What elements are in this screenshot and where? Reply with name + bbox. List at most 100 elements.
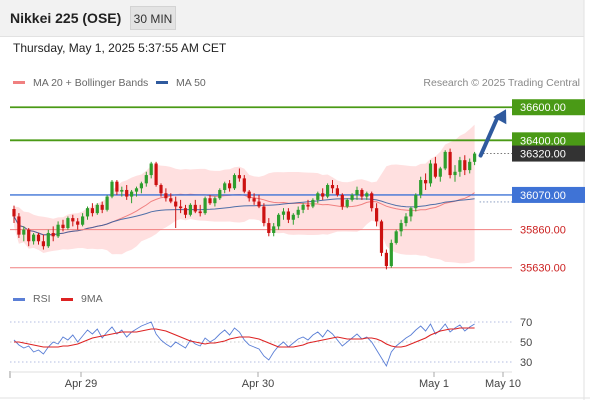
candle-body xyxy=(213,198,217,204)
level-label: 36320.00 xyxy=(520,149,566,161)
level-label: 36400.00 xyxy=(520,135,566,147)
level-label-box xyxy=(512,186,585,203)
candle-body xyxy=(419,180,423,195)
forecast-arrow-head xyxy=(493,109,507,125)
level-label-box xyxy=(512,145,585,162)
candle-body xyxy=(345,199,349,207)
legend-swatch xyxy=(13,81,25,84)
candle-body xyxy=(326,185,330,197)
legend-label: MA 50 xyxy=(176,77,206,89)
candle-body xyxy=(286,211,290,220)
candle-body xyxy=(379,221,384,253)
candle-body xyxy=(306,204,310,207)
candle-body xyxy=(110,181,114,197)
candle-body xyxy=(370,193,374,209)
candle-body xyxy=(85,208,90,217)
candle-body xyxy=(375,208,379,222)
candle-body xyxy=(56,224,60,237)
candle-body xyxy=(12,208,16,217)
candle-body xyxy=(71,218,75,222)
candle-body xyxy=(41,241,45,247)
candle-body xyxy=(340,194,344,207)
candle-body xyxy=(159,185,163,194)
rsi-legend-label: 9MA xyxy=(81,293,103,305)
legend-swatch xyxy=(156,81,168,84)
x-tick-label: May 10 xyxy=(485,378,521,390)
candle-body xyxy=(115,181,119,192)
candle-body xyxy=(32,234,36,242)
x-tick-label: Apr 30 xyxy=(242,378,274,390)
candle-body xyxy=(438,168,442,177)
ma50-line xyxy=(13,198,475,236)
candle-body xyxy=(291,214,295,220)
candle-body xyxy=(193,204,197,212)
candle-body xyxy=(384,252,388,267)
candle-body xyxy=(154,163,158,185)
candle-body xyxy=(27,229,31,242)
candle-body xyxy=(22,229,26,235)
x-tick-label: May 1 xyxy=(419,378,449,390)
candle-body xyxy=(252,198,256,202)
candle-body xyxy=(409,208,413,217)
candle-body xyxy=(473,153,477,162)
legend-label: MA 20 + Bollinger Bands xyxy=(33,77,148,89)
candle-body xyxy=(316,193,320,200)
rsi-line xyxy=(13,321,475,368)
timestamp: Thursday, May 1, 2025 5:37:55 AM CET xyxy=(13,41,227,55)
level-label: 36070.00 xyxy=(520,190,566,202)
candle-body xyxy=(399,223,403,232)
credit-text: Research © 2025 Trading Central xyxy=(423,77,580,89)
candle-body xyxy=(247,191,251,199)
candle-body xyxy=(218,189,222,199)
candle-body xyxy=(296,209,300,215)
rsi-tick-label: 70 xyxy=(520,317,532,329)
candle-body xyxy=(424,180,428,184)
candle-body xyxy=(46,232,50,247)
candle-body xyxy=(130,191,134,197)
candle-body xyxy=(36,234,41,242)
level-label: 35860.00 xyxy=(520,225,566,237)
candle-body xyxy=(179,206,183,209)
candle-body xyxy=(125,189,129,197)
candle-body xyxy=(257,201,261,207)
candle-body xyxy=(453,171,457,176)
candle-body xyxy=(174,201,178,207)
candle-body xyxy=(350,194,354,200)
candle-body xyxy=(105,196,109,210)
candle-body xyxy=(120,189,124,192)
candle-body xyxy=(228,183,232,189)
candle-body xyxy=(404,216,408,224)
candle-body xyxy=(134,188,139,192)
candle-body xyxy=(301,204,305,210)
instrument-title: Nikkei 225 (OSE) xyxy=(10,10,122,26)
candle-body xyxy=(448,151,452,176)
rsi-legend-swatch xyxy=(13,298,25,301)
candle-body xyxy=(414,194,418,209)
candle-body xyxy=(144,175,148,184)
candle-body xyxy=(443,151,447,169)
x-tick-label: Apr 29 xyxy=(65,378,97,390)
rsi-ma-line xyxy=(14,327,475,348)
candle-body xyxy=(428,163,433,184)
candle-body xyxy=(76,221,80,225)
level-label: 35630.00 xyxy=(520,263,566,275)
candle-body xyxy=(188,204,192,215)
candle-body xyxy=(468,161,472,171)
candle-body xyxy=(267,223,271,233)
candle-body xyxy=(164,193,168,199)
candle-body xyxy=(169,198,173,202)
level-label: 36600.00 xyxy=(520,102,566,114)
rsi-legend-label: RSI xyxy=(33,293,51,305)
interval-button[interactable]: 30 MIN xyxy=(130,6,176,30)
candle-body xyxy=(394,231,398,243)
candle-body xyxy=(237,175,241,179)
candle-body xyxy=(100,204,104,210)
candle-body xyxy=(139,183,143,189)
candle-body xyxy=(330,185,335,189)
candle-body xyxy=(149,163,153,176)
candle-body xyxy=(272,226,276,233)
candle-body xyxy=(335,188,339,195)
candle-body xyxy=(463,160,467,171)
forecast-arrow-shaft xyxy=(478,114,500,158)
